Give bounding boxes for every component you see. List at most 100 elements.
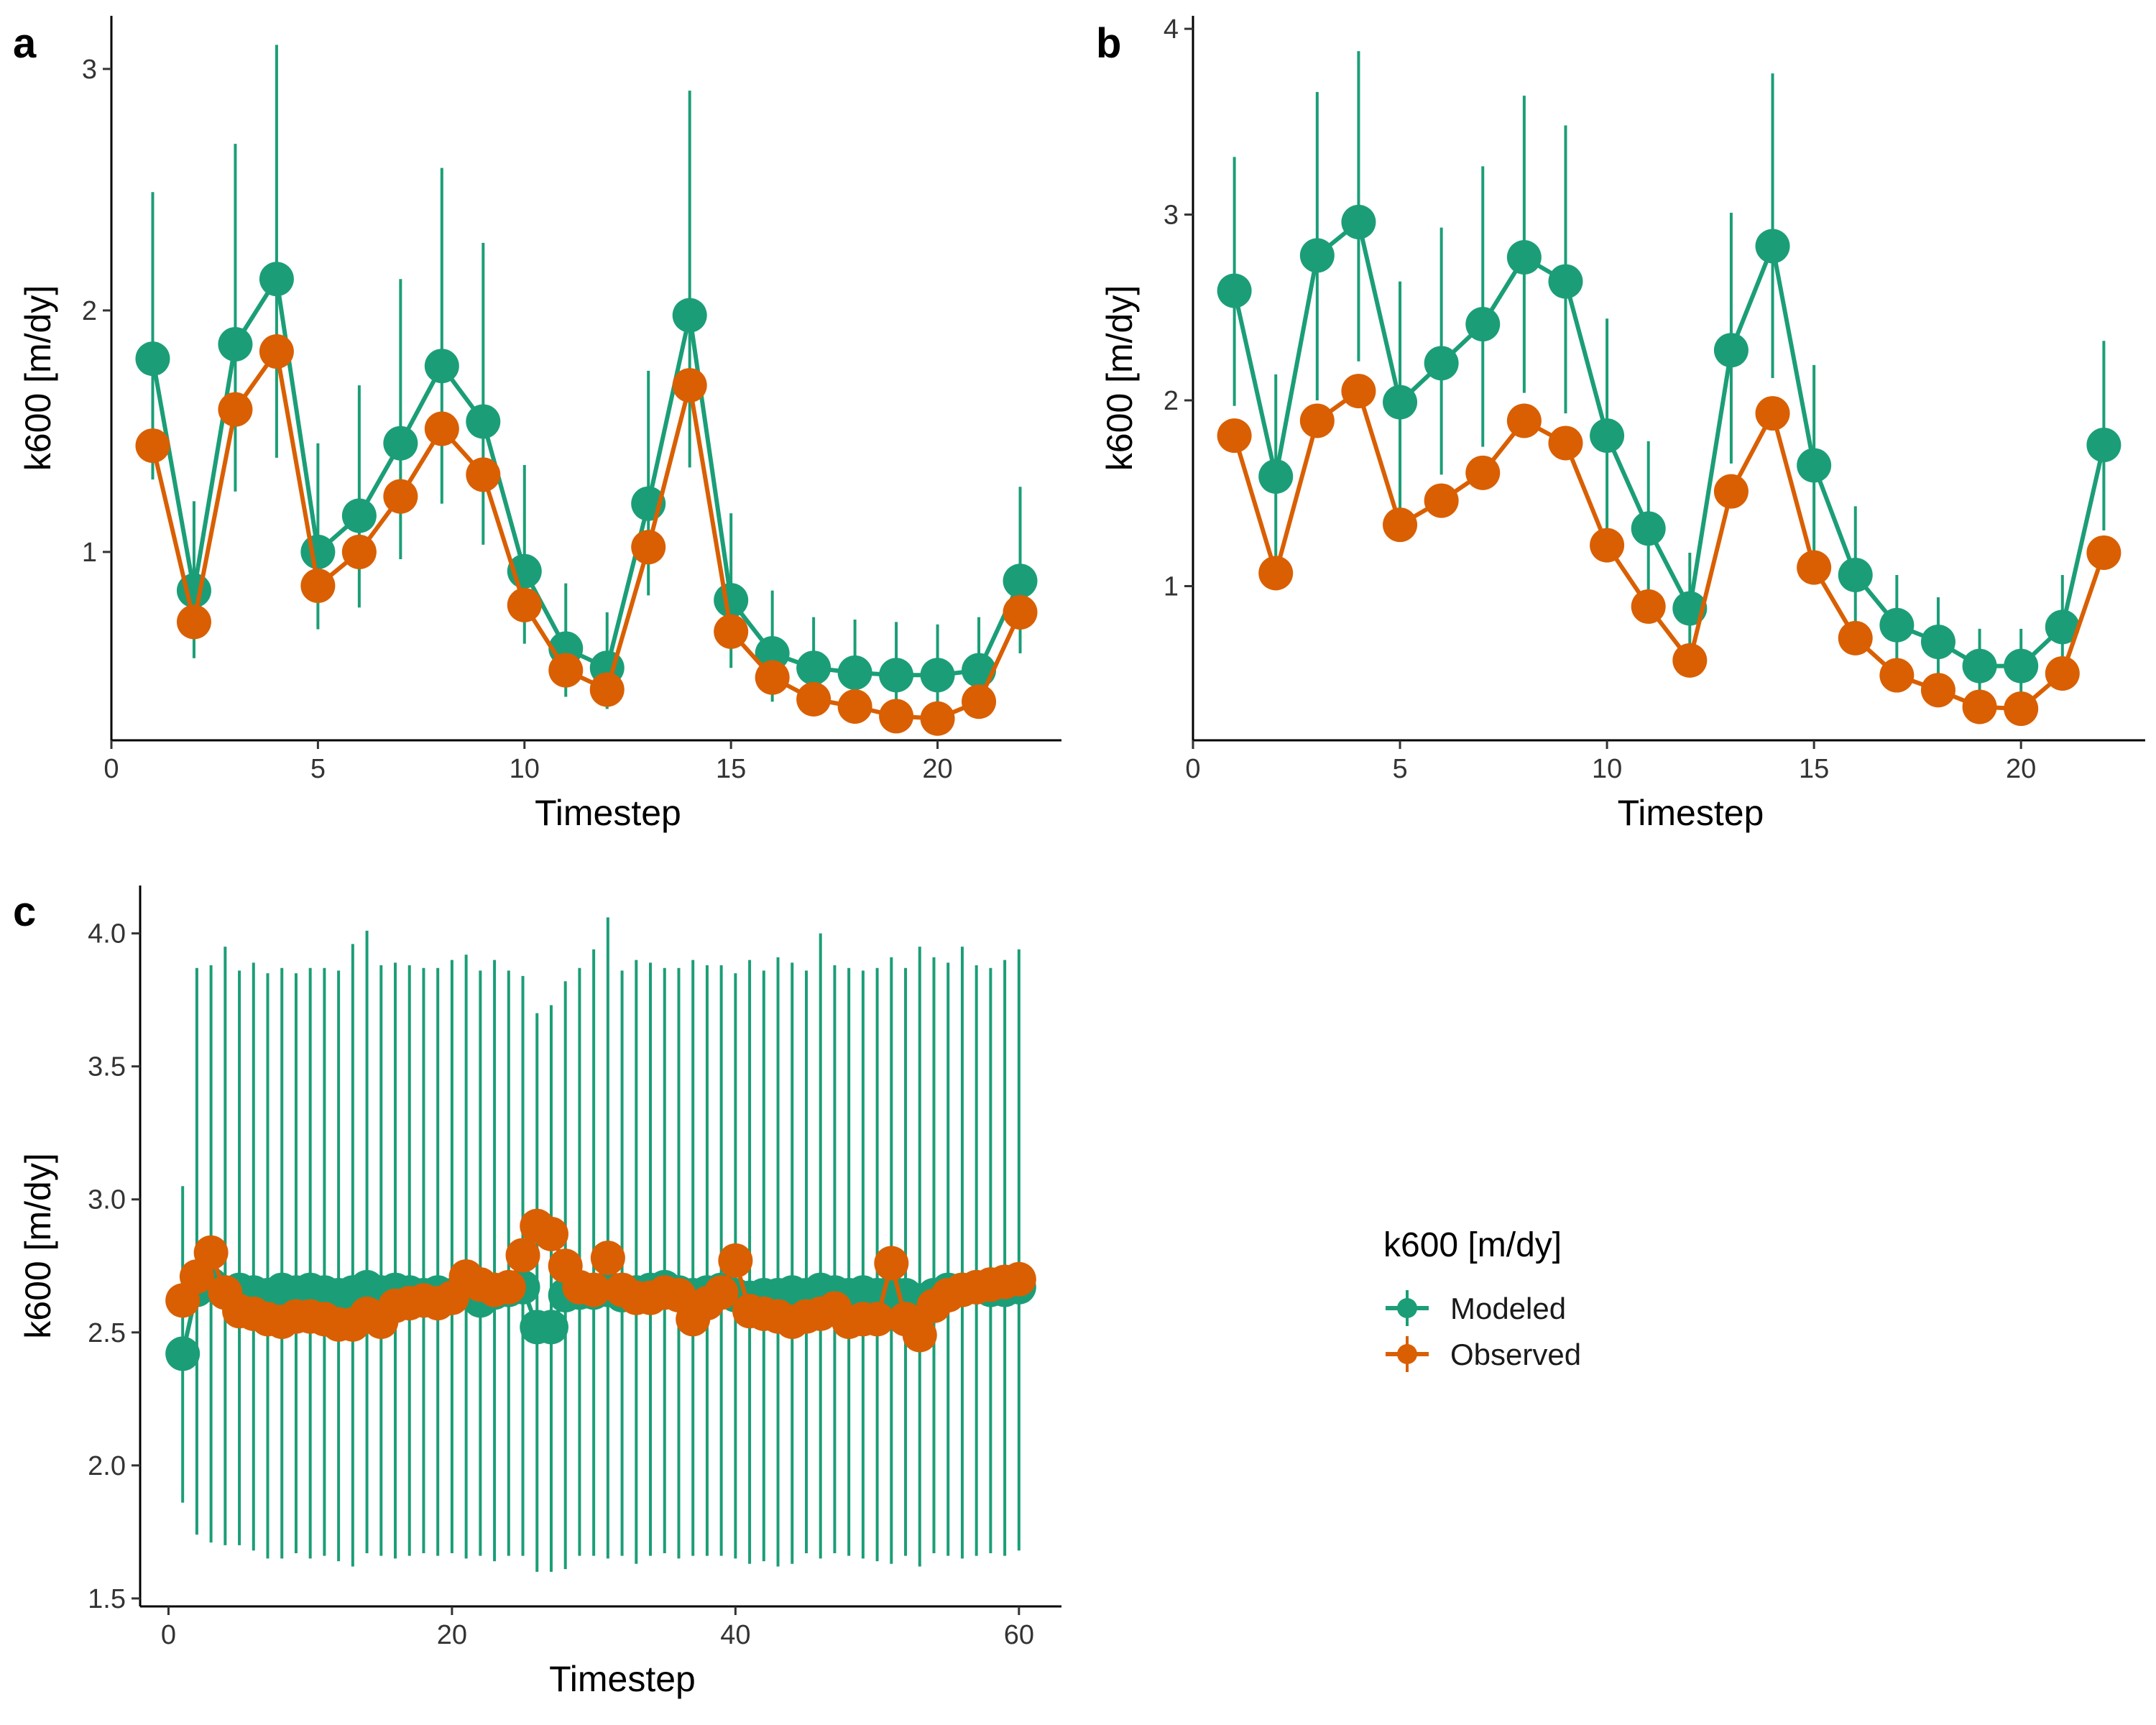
panel-c-y-tick-label: 4.0 [88, 919, 126, 949]
panel-a-modeled-point [714, 583, 749, 618]
panel-b-observed-point [1838, 620, 1873, 656]
panel-b-y-axis-title: k600 [m/dy] [1100, 285, 1140, 471]
panel-b-observed-point [1383, 507, 1418, 543]
panel-c-observed-point [193, 1235, 229, 1270]
panel-a-modeled-point [341, 498, 377, 533]
panel-a-observed-point [589, 672, 625, 707]
panel-a-observed-point [631, 530, 666, 565]
panel-a-modeled-line [150, 277, 1023, 678]
panel-a-series-observed [135, 334, 1038, 736]
panel-a-observed-point [1003, 594, 1038, 630]
panel-c-modeled-point [165, 1336, 201, 1371]
panel-a-observed-point [920, 701, 955, 736]
panel-b-modeled-point [1631, 511, 1666, 546]
legend-item-modeled: Modeled [1386, 1290, 1566, 1326]
panel-b-modeled-point [1797, 448, 1832, 483]
panel-a-observed-point [796, 681, 831, 717]
panel-a-series-modeled [135, 45, 1038, 717]
panel-a-y-axis-title: k600 [m/dy] [18, 285, 58, 471]
legend-modeled-label: Modeled [1450, 1292, 1566, 1325]
panel-c-y-tick-label: 3.5 [88, 1052, 126, 1082]
panel-b-modeled-point [2004, 648, 2039, 684]
panel-b-observed-point [1590, 528, 1625, 563]
panel-a-x-tick-label: 20 [922, 754, 952, 784]
panel-c-observed-point [1001, 1261, 1036, 1297]
panel-c-observed-point [902, 1317, 937, 1353]
panel-b-x-tick-label: 5 [1392, 754, 1407, 784]
panel-b-modeled-point [1548, 264, 1583, 299]
panel-c-series-observed [165, 1208, 1036, 1353]
panel-a-x-tick-label: 5 [310, 754, 326, 784]
panel-a-modeled-point [300, 534, 336, 569]
panel-c-x-tick-label: 60 [1004, 1620, 1034, 1650]
panel-a-observed-point [424, 411, 459, 446]
panel-a-modeled-point [796, 650, 831, 686]
panel-b-observed-point [1341, 374, 1376, 409]
panel-a-modeled-point [1003, 564, 1038, 599]
panel-c-observed-point [505, 1238, 540, 1273]
panel-b-observed-point [1672, 643, 1708, 678]
panel-b-observed-point [1299, 403, 1335, 438]
panel-b-series-observed [1217, 374, 2122, 727]
panel-b-observed-point [1548, 426, 1583, 461]
panel-a-letter: a [13, 20, 37, 67]
panel-b-y-tick-label: 3 [1164, 201, 1179, 231]
panel-b-observed-point [1755, 396, 1790, 431]
panel-c-observed-point [860, 1302, 895, 1337]
panel-b-modeled-point [1713, 333, 1749, 368]
panel-a-x-tick-label: 0 [103, 754, 119, 784]
panel-b-x-tick-label: 10 [1592, 754, 1622, 784]
panel-c-x-tick-label: 0 [161, 1620, 176, 1650]
panel-a-x-tick-label: 10 [510, 754, 540, 784]
panel-b-observed-point [1217, 418, 1252, 454]
panel-a-observed-point [218, 392, 253, 427]
chart-legend: k600 [m/dy] Modeled Observed [1383, 1226, 1581, 1372]
panel-c-y-axis-title: k600 [m/dy] [18, 1153, 58, 1338]
panel-b-modeled-point [1299, 238, 1335, 273]
panel-a-modeled-point [259, 262, 294, 297]
panel-b-observed-point [1465, 455, 1501, 490]
panel-c-modeled-point [533, 1310, 568, 1345]
panel-c-y-tick-label: 3.0 [88, 1185, 126, 1215]
panel-a-observed-point [507, 587, 542, 622]
panel-b-observed-point [1424, 483, 1459, 518]
panel-a-x-axis-title: Timestep [535, 793, 681, 833]
panel-b-modeled-point [1258, 459, 1294, 494]
panel-a-observed-point [383, 479, 418, 514]
panel-b-x-tick-label: 15 [1799, 754, 1829, 784]
panel-a-observed-point [962, 684, 997, 719]
panel-c-observed-point [491, 1269, 526, 1305]
panel-c-x-tick-label: 40 [720, 1620, 750, 1650]
panel-b-observed-line [1232, 389, 2106, 712]
panel-a-observed-point [672, 368, 707, 403]
panel-b-y-tick-label: 4 [1164, 14, 1179, 45]
panel-b-x-axis-title: Timestep [1618, 793, 1764, 833]
panel-a-modeled-point [424, 349, 459, 384]
panel-a-observed-point [466, 457, 501, 492]
panel-b-observed-point [1797, 550, 1832, 585]
panel-c-observed-point [576, 1272, 612, 1307]
panel-a-modeled-point [920, 658, 955, 693]
panel-a-observed-point [755, 660, 790, 695]
panel-b-modeled-point [1424, 346, 1459, 381]
panel-c-y-tick-label: 2.5 [88, 1318, 126, 1348]
panel-a-observed-line [150, 349, 1023, 721]
panel-a-observed-point [879, 699, 914, 734]
panel-b-x-tick-label: 0 [1185, 754, 1200, 784]
panel-a-observed-point [135, 428, 170, 464]
panel-c-y-tick-label: 1.5 [88, 1584, 126, 1614]
panel-b-chart: b 0 5 10 15 20 1 2 3 4 Timestep k600 [m/dy] [1096, 14, 2145, 833]
panel-b-observed-point [1879, 658, 1915, 693]
panel-c-observed-point [704, 1275, 739, 1310]
panel-b-modeled-point [1755, 229, 1790, 264]
panel-a-observed-point [176, 604, 211, 640]
panel-b-modeled-line [1232, 219, 2106, 668]
panel-a-modeled-point [755, 636, 790, 671]
panel-b-observed-point [1920, 673, 1955, 708]
panel-a-modeled-point [383, 426, 418, 461]
panel-c-chart: c 0 20 40 60 1.5 2.0 2.5 3.0 3.5 4.0 Timestep k600 [… [13, 886, 1061, 1699]
panel-b-observed-point [2045, 656, 2080, 691]
panel-b-modeled-point [2045, 610, 2080, 645]
panel-a-observed-point [259, 334, 294, 369]
panel-b-modeled-point [2086, 428, 2122, 463]
